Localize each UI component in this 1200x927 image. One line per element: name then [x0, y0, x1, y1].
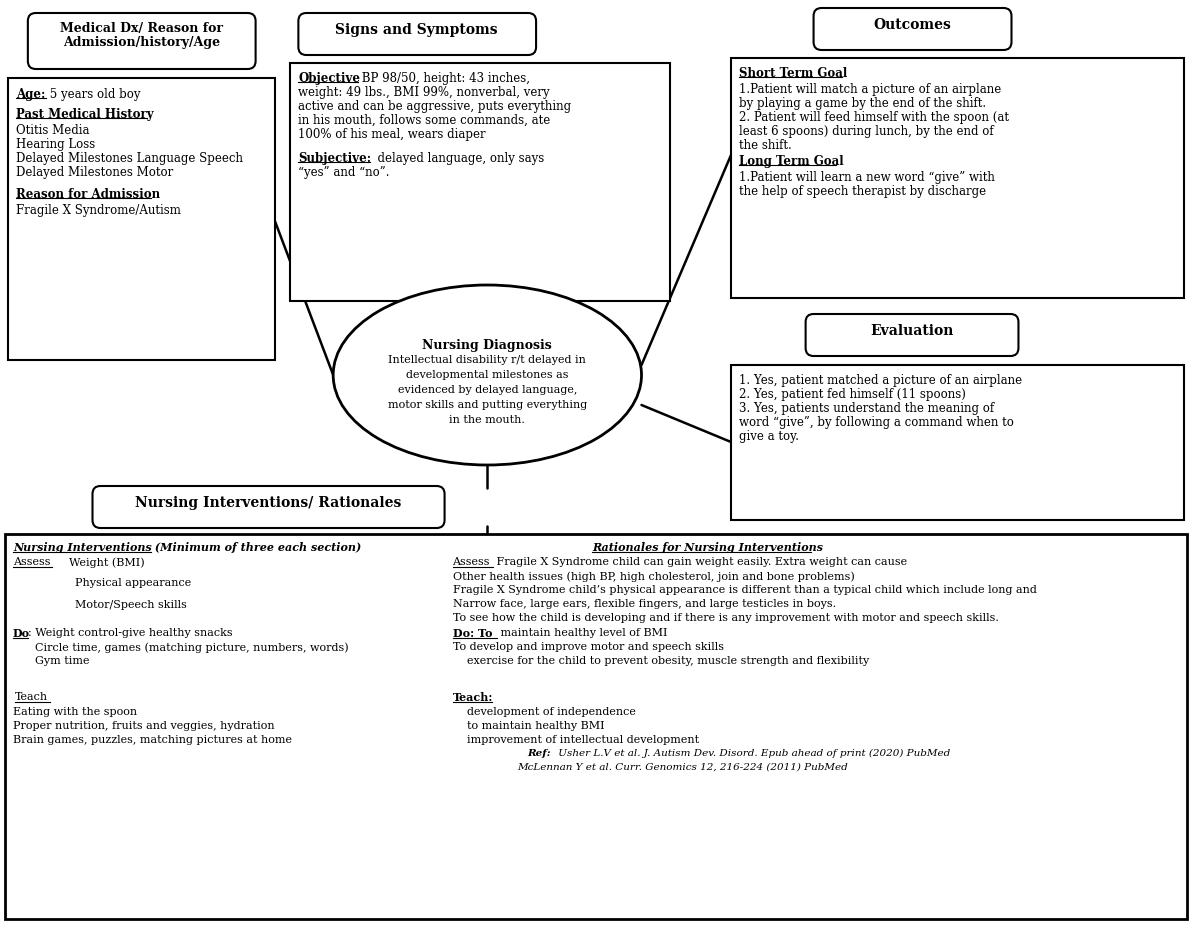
- Text: weight: 49 lbs., BMI 99%, nonverbal, very: weight: 49 lbs., BMI 99%, nonverbal, ver…: [299, 86, 550, 99]
- Text: Subjective:: Subjective:: [299, 152, 372, 165]
- Text: Past Medical History: Past Medical History: [16, 108, 154, 121]
- Text: exercise for the child to prevent obesity, muscle strength and flexibility: exercise for the child to prevent obesit…: [468, 656, 870, 666]
- Text: the shift.: the shift.: [739, 139, 792, 152]
- Text: to maintain healthy BMI: to maintain healthy BMI: [468, 721, 605, 731]
- Text: 2. Yes, patient fed himself (11 spoons): 2. Yes, patient fed himself (11 spoons): [739, 388, 966, 401]
- Text: maintain healthy level of BMI: maintain healthy level of BMI: [497, 628, 667, 638]
- Text: 100% of his meal, wears diaper: 100% of his meal, wears diaper: [299, 128, 486, 141]
- Text: motor skills and putting everything: motor skills and putting everything: [388, 400, 587, 410]
- FancyBboxPatch shape: [814, 8, 1012, 50]
- Text: BP 98/50, height: 43 inches,: BP 98/50, height: 43 inches,: [358, 72, 530, 85]
- Text: Do: To: Do: To: [452, 628, 492, 639]
- FancyBboxPatch shape: [92, 486, 444, 528]
- Text: Circle time, games (matching picture, numbers, words): Circle time, games (matching picture, nu…: [35, 642, 348, 653]
- Text: To see how the child is developing and if there is any improvement with motor an: To see how the child is developing and i…: [452, 613, 998, 623]
- Text: the help of speech therapist by discharge: the help of speech therapist by discharg…: [739, 185, 986, 198]
- Text: Proper nutrition, fruits and veggies, hydration: Proper nutrition, fruits and veggies, hy…: [13, 721, 275, 731]
- Text: Long Term Goal: Long Term Goal: [739, 155, 844, 168]
- Text: Reason for Admission: Reason for Admission: [16, 188, 160, 201]
- Text: delayed language, only says: delayed language, only says: [370, 152, 545, 165]
- Text: 1.Patient will match a picture of an airplane: 1.Patient will match a picture of an air…: [739, 83, 1001, 96]
- Text: 5 years old boy: 5 years old boy: [46, 88, 140, 101]
- Text: Teach:: Teach:: [452, 692, 493, 703]
- Text: evidenced by delayed language,: evidenced by delayed language,: [397, 385, 577, 395]
- Text: Admission/history/Age: Admission/history/Age: [62, 36, 220, 49]
- Text: word “give”, by following a command when to: word “give”, by following a command when…: [739, 416, 1014, 429]
- FancyBboxPatch shape: [805, 314, 1019, 356]
- Ellipse shape: [334, 285, 642, 465]
- Text: 3. Yes, patients understand the meaning of: 3. Yes, patients understand the meaning …: [739, 402, 994, 415]
- Text: developmental milestones as: developmental milestones as: [406, 370, 569, 380]
- Text: McLennan Y et al. Curr. Genomics 12, 216-224 (2011) PubMed: McLennan Y et al. Curr. Genomics 12, 216…: [517, 763, 848, 772]
- Text: least 6 spoons) during lunch, by the end of: least 6 spoons) during lunch, by the end…: [739, 125, 994, 138]
- Text: “yes” and “no”.: “yes” and “no”.: [299, 166, 390, 179]
- Text: Ref:: Ref:: [527, 749, 551, 758]
- Text: Fragile X Syndrome/Autism: Fragile X Syndrome/Autism: [16, 204, 181, 217]
- Text: Other health issues (high BP, high cholesterol, join and bone problems): Other health issues (high BP, high chole…: [452, 571, 854, 581]
- Text: Gym time: Gym time: [35, 656, 89, 666]
- Text: Narrow face, large ears, flexible fingers, and large testicles in boys.: Narrow face, large ears, flexible finger…: [452, 599, 835, 609]
- Text: Teach: Teach: [14, 692, 48, 702]
- Bar: [290, 63, 671, 301]
- Text: 1. Yes, patient matched a picture of an airplane: 1. Yes, patient matched a picture of an …: [739, 374, 1022, 387]
- Text: Assess: Assess: [452, 557, 490, 567]
- Text: active and can be aggressive, puts everything: active and can be aggressive, puts every…: [299, 100, 571, 113]
- Bar: [731, 58, 1183, 298]
- Text: 1.Patient will learn a new word “give” with: 1.Patient will learn a new word “give” w…: [739, 171, 995, 184]
- Text: Outcomes: Outcomes: [874, 18, 950, 32]
- Text: Signs and Symptoms: Signs and Symptoms: [336, 23, 498, 37]
- Text: Nursing Interventions/ Rationales: Nursing Interventions/ Rationales: [136, 496, 402, 510]
- Text: Nursing Diagnosis: Nursing Diagnosis: [422, 338, 552, 351]
- Text: in his mouth, follows some commands, ate: in his mouth, follows some commands, ate: [299, 114, 551, 127]
- Bar: [731, 365, 1183, 520]
- FancyBboxPatch shape: [28, 13, 256, 69]
- Text: Short Term Goal: Short Term Goal: [739, 67, 847, 80]
- Text: Hearing Loss: Hearing Loss: [16, 138, 95, 151]
- Text: Objective: Objective: [299, 72, 360, 85]
- Text: Brain games, puzzles, matching pictures at home: Brain games, puzzles, matching pictures …: [13, 735, 292, 745]
- Text: Age:: Age:: [16, 88, 46, 101]
- Text: Usher L.V et al. J. Autism Dev. Disord. Epub ahead of print (2020) PubMed: Usher L.V et al. J. Autism Dev. Disord. …: [554, 749, 950, 758]
- Text: Assess: Assess: [13, 557, 50, 567]
- Text: Medical Dx/ Reason for: Medical Dx/ Reason for: [60, 22, 223, 35]
- FancyBboxPatch shape: [299, 13, 536, 55]
- Text: Rationales for Nursing Interventions: Rationales for Nursing Interventions: [592, 542, 823, 553]
- Text: Delayed Milestones Language Speech: Delayed Milestones Language Speech: [16, 152, 242, 165]
- Text: Delayed Milestones Motor: Delayed Milestones Motor: [16, 166, 173, 179]
- Text: Fragile X Syndrome child’s physical appearance is different than a typical child: Fragile X Syndrome child’s physical appe…: [452, 585, 1037, 595]
- Text: Motor/Speech skills: Motor/Speech skills: [74, 600, 186, 610]
- Text: Physical appearance: Physical appearance: [74, 578, 191, 588]
- Text: : Weight control-give healthy snacks: : Weight control-give healthy snacks: [28, 628, 233, 638]
- Text: Otitis Media: Otitis Media: [16, 124, 90, 137]
- Text: (Minimum of three each section): (Minimum of three each section): [151, 542, 361, 553]
- Text: Weight (BMI): Weight (BMI): [55, 557, 144, 567]
- Text: Intellectual disability r/t delayed in: Intellectual disability r/t delayed in: [389, 355, 587, 365]
- Text: Evaluation: Evaluation: [870, 324, 954, 338]
- Bar: [8, 78, 275, 360]
- Text: Fragile X Syndrome child can gain weight easily. Extra weight can cause: Fragile X Syndrome child can gain weight…: [493, 557, 907, 567]
- Text: Nursing Interventions: Nursing Interventions: [13, 542, 151, 553]
- Text: improvement of intellectual development: improvement of intellectual development: [468, 735, 700, 745]
- Bar: [5, 534, 1187, 919]
- Text: To develop and improve motor and speech skills: To develop and improve motor and speech …: [452, 642, 724, 652]
- Text: in the mouth.: in the mouth.: [450, 415, 526, 425]
- Text: 2. Patient will feed himself with the spoon (at: 2. Patient will feed himself with the sp…: [739, 111, 1009, 124]
- Text: by playing a game by the end of the shift.: by playing a game by the end of the shif…: [739, 97, 986, 110]
- Text: give a toy.: give a toy.: [739, 430, 799, 443]
- Text: Eating with the spoon: Eating with the spoon: [13, 707, 137, 717]
- Text: Do: Do: [13, 628, 30, 639]
- Text: development of independence: development of independence: [468, 707, 636, 717]
